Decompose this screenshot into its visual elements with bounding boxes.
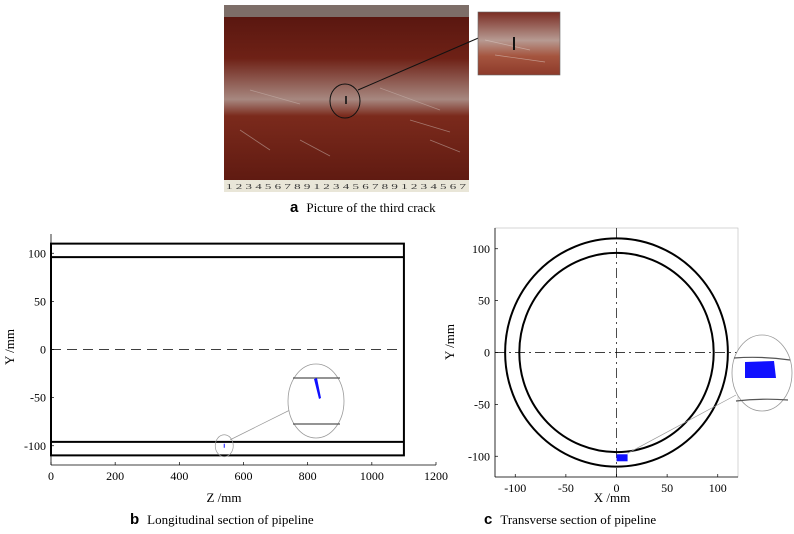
ruler-scale: 1 2 3 4 5 6 7 8 9 1 2 3 4 5 6 7 8 9 1 2 …: [226, 183, 467, 191]
zoom-leader-line: [230, 406, 297, 441]
crack-photo: 1 2 3 4 5 6 7 8 9 1 2 3 4 5 6 7 8 9 1 2 …: [224, 5, 561, 192]
b-y-tick-label: 100: [28, 246, 46, 260]
c-x-tick-label: -50: [558, 481, 574, 495]
b-y-tick-label: -50: [30, 391, 46, 405]
c-x-tick-label: 100: [709, 481, 727, 495]
crack-marker: [616, 454, 628, 462]
b-y-tick-label: -100: [24, 439, 46, 453]
b-xlabel: Z /mm: [206, 490, 241, 505]
crack-shape: [745, 361, 776, 378]
crack-highlight-circle: [329, 83, 361, 119]
pipe-inner-circle: [518, 251, 715, 454]
b-x-tick-label: 600: [235, 469, 253, 483]
c-y-tick-label: 0: [484, 346, 490, 360]
caption-c-letter: c: [484, 511, 493, 528]
caption-a: a Picture of the third crack: [290, 199, 436, 216]
c-y-tick-label: -100: [468, 449, 490, 463]
b-x-tick-label: 200: [106, 469, 124, 483]
c-y-tick-label: 100: [472, 242, 490, 256]
c-xlabel: X /mm: [594, 490, 630, 505]
leader-line: [357, 35, 484, 91]
caption-c-text: Transverse section of pipeline: [500, 512, 657, 527]
c-ylabel: Y /mm: [442, 324, 457, 360]
b-y-tick-label: 50: [34, 294, 46, 308]
b-x-tick-label: 400: [170, 469, 188, 483]
crack-shape: [314, 378, 321, 399]
zoom-wall-top: [733, 356, 791, 361]
b-x-tick-label: 0: [48, 469, 54, 483]
b-x-tick-label: 1200: [424, 469, 448, 483]
c-y-tick-label: -50: [474, 397, 490, 411]
b-x-tick-label: 1000: [360, 469, 384, 483]
caption-a-text: Picture of the third crack: [306, 200, 436, 215]
pipe-outer-circle: [504, 237, 729, 468]
c-y-tick-label: 50: [478, 294, 490, 308]
b-x-tick-label: 800: [299, 469, 317, 483]
caption-b-letter: b: [130, 511, 140, 528]
transverse-section-plot: -100 -50 0 50 100 100 50 0 -50 -100 X /mm Y /mm: [442, 227, 793, 505]
caption-a-letter: a: [290, 199, 299, 216]
caption-c: c Transverse section of pipeline: [484, 511, 656, 528]
c-x-tick-label: 50: [661, 481, 673, 495]
b-y-tick-label: 0: [40, 343, 46, 357]
zoom-leader-line: [627, 394, 737, 454]
zoom-wall-bottom: [735, 398, 789, 402]
crack-zoom-circle: [287, 363, 345, 439]
b-ylabel: Y /mm: [2, 329, 17, 365]
crack-zoom-inset: [477, 11, 561, 76]
c-x-tick-label: -100: [504, 481, 526, 495]
crack-location-circle: [214, 434, 234, 458]
longitudinal-section-plot: 0 200 400 600 800 1000 1200 100 50 0 -50 -100 Z /mm…: [2, 234, 448, 505]
caption-b: b Longitudinal section of pipeline: [130, 511, 314, 528]
c-x-tick-label: 0: [614, 481, 620, 495]
caption-b-text: Longitudinal section of pipeline: [147, 512, 314, 527]
